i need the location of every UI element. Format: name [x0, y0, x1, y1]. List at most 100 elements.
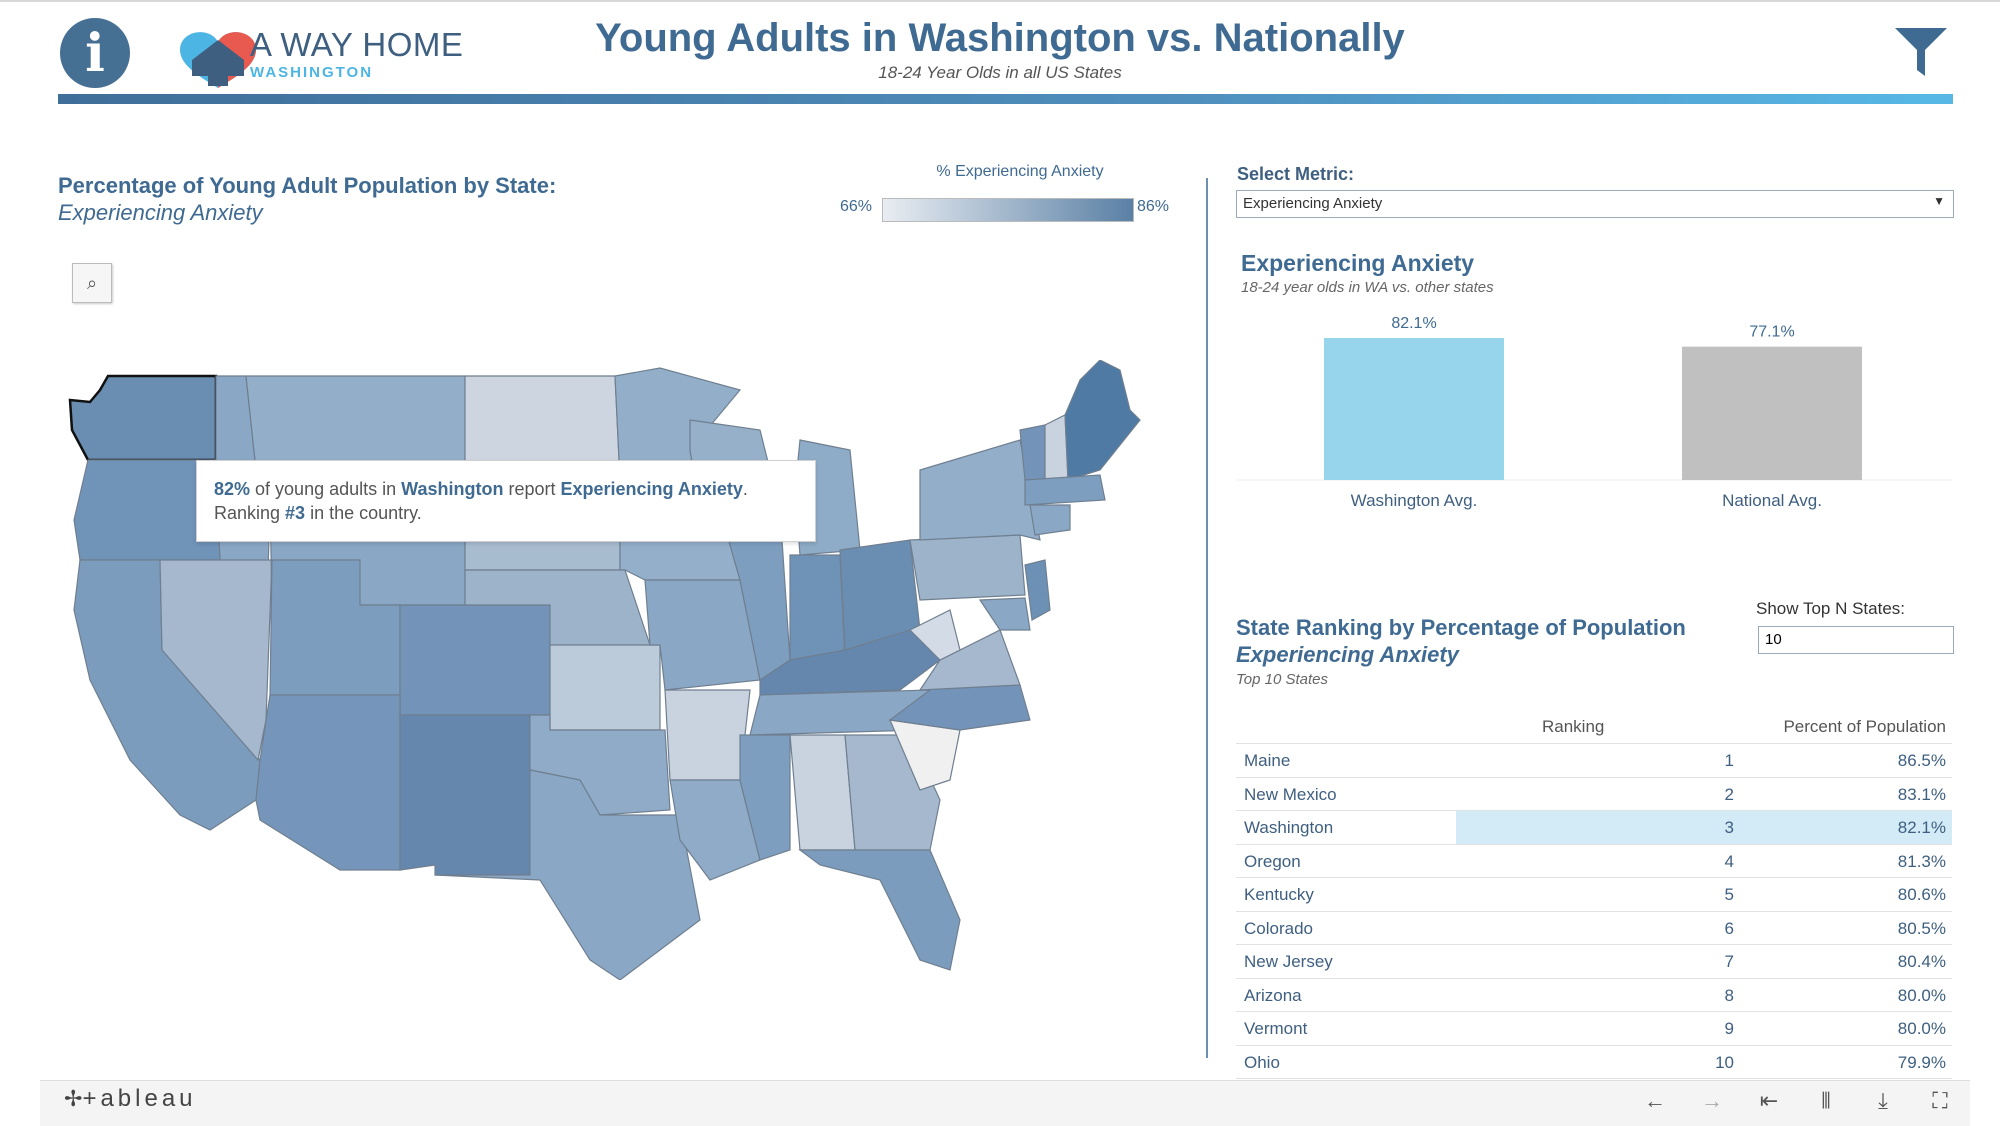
column-header-percent: Percent of Population [1783, 717, 1946, 736]
ranking-rows: Maine 1 86.5% New Mexico 2 83.1% Washington 3 82… [1236, 743, 1952, 1079]
fullscreen-icon[interactable]: ⛶ [1932, 1088, 1948, 1113]
tooltip-text3: . [742, 479, 748, 499]
state-florida[interactable] [798, 849, 961, 971]
comparison-title: Experiencing Anxiety [1241, 250, 1475, 276]
tooltip-text2: report [503, 479, 561, 499]
tableau-toolbar [40, 1080, 1970, 1126]
bar-0[interactable] [1324, 338, 1504, 480]
state-nevada[interactable] [159, 559, 273, 762]
percent-cell: 80.0% [1897, 985, 1946, 1005]
state-connecticut[interactable] [1029, 504, 1071, 536]
state-cell: Colorado [1244, 918, 1313, 938]
state-cell: Vermont [1244, 1019, 1308, 1038]
tooltip-rank: #3 [285, 503, 306, 523]
map-search-button[interactable]: ⌕ [72, 263, 112, 303]
table-row[interactable]: New Jersey 7 80.4% [1236, 944, 1952, 978]
table-row[interactable]: New Mexico 2 83.1% [1236, 776, 1952, 811]
share-icon[interactable]: ⫴ [1821, 1088, 1831, 1113]
a-way-home-logo [180, 32, 256, 88]
state-massachusetts[interactable] [1024, 474, 1106, 506]
comparison-subtitle: 18-24 year olds in WA vs. other states [1241, 279, 1494, 296]
rank-cell: 10 [1715, 1052, 1734, 1072]
table-row[interactable]: Kentucky 5 80.6% [1236, 877, 1952, 911]
state-new-york[interactable] [919, 439, 1041, 541]
state-cell: Oregon [1244, 851, 1301, 871]
state-pennsylvania[interactable] [909, 534, 1026, 601]
rank-cell: 9 [1724, 1019, 1734, 1038]
bar-category-label: National Avg. [1722, 491, 1822, 510]
state-maine[interactable] [1064, 360, 1141, 481]
header-divider-bar [58, 94, 1953, 104]
rank-cell: 2 [1724, 784, 1734, 804]
state-mississippi[interactable] [739, 734, 791, 861]
state-new-hampshire[interactable] [1044, 414, 1069, 481]
state-virginia[interactable] [918, 629, 1021, 691]
state-arizona[interactable] [255, 694, 401, 871]
percent-cell: 80.4% [1897, 952, 1946, 971]
undo-icon[interactable]: ← [1644, 1088, 1666, 1113]
redo-icon[interactable]: → [1701, 1088, 1723, 1113]
legend-gradient-bar [882, 198, 1134, 222]
rank-cell: 6 [1724, 918, 1734, 938]
logo-subtext: WASHINGTON [250, 64, 374, 81]
ranking-title: State Ranking by Percentage of Populatio… [1236, 615, 1686, 640]
percent-cell: 86.5% [1897, 751, 1946, 770]
state-new-jersey[interactable] [1024, 559, 1051, 621]
percent-cell: 79.9% [1897, 1052, 1946, 1072]
table-row[interactable]: Arizona 8 80.0% [1236, 977, 1952, 1012]
funnel-filter-icon[interactable] [1893, 26, 1949, 78]
state-washington[interactable] [68, 374, 218, 462]
select-metric-dropdown[interactable]: Experiencing Anxiety ▼ [1236, 190, 1954, 218]
state-west-virginia[interactable] [908, 609, 961, 661]
magnifier-icon: ⌕ [86, 272, 98, 293]
state-arkansas[interactable] [664, 689, 751, 781]
rank-cell: 7 [1724, 952, 1734, 971]
legend-min-label: 66% [840, 198, 873, 215]
ranking-metric: Experiencing Anxiety [1236, 642, 1459, 667]
table-row[interactable]: Washington 3 82.1% [1236, 810, 1952, 844]
bar-1[interactable] [1682, 346, 1862, 480]
state-texas[interactable] [434, 769, 701, 980]
download-icon[interactable]: ⤓ [1878, 1088, 1888, 1113]
top-n-label: Show Top N States: [1756, 599, 1905, 618]
chevron-down-icon: ▼ [1933, 194, 1945, 208]
state-alabama[interactable] [789, 734, 856, 851]
rank-cell: 4 [1724, 851, 1734, 871]
rank-cell: 3 [1724, 818, 1734, 837]
state-vermont[interactable] [1019, 424, 1046, 481]
tableau-cross-icon: ✢ [64, 1086, 83, 1111]
legend-max-label: 86% [1137, 198, 1170, 215]
table-bottom-border [1236, 1078, 1952, 1079]
state-indiana[interactable] [789, 554, 846, 661]
table-row[interactable]: Colorado 6 80.5% [1236, 910, 1952, 945]
select-metric-value: Experiencing Anxiety [1243, 195, 1383, 212]
percent-cell: 82.1% [1897, 818, 1946, 837]
table-row[interactable]: Maine 1 86.5% [1236, 743, 1952, 777]
top-border [0, 0, 2000, 2]
tableau-logo[interactable]: ✢+ableau [64, 1085, 197, 1113]
percent-cell: 80.6% [1897, 885, 1946, 904]
state-cell: Arizona [1244, 985, 1302, 1005]
top-n-input[interactable]: 10 [1758, 626, 1954, 654]
state-cell: Kentucky [1244, 885, 1314, 904]
rank-cell: 5 [1724, 885, 1734, 904]
bar-value-label: 77.1% [1749, 324, 1794, 341]
state-maryland[interactable] [978, 597, 1031, 631]
row-highlight [1456, 811, 1952, 844]
state-cell: Maine [1244, 751, 1291, 770]
state-louisiana[interactable] [669, 779, 761, 881]
us-states-choropleth-map[interactable] [60, 360, 1180, 980]
table-row[interactable]: Ohio 10 79.9% [1236, 1044, 1952, 1079]
ranking-subtitle: Top 10 States [1236, 671, 1329, 688]
state-colorado[interactable] [399, 604, 551, 716]
logo-text: A WAY HOME [250, 26, 464, 63]
map-title: Percentage of Young Adult Population by … [58, 173, 557, 198]
state-new-mexico[interactable] [399, 714, 531, 876]
table-row[interactable]: Vermont 9 80.0% [1236, 1011, 1952, 1045]
table-row[interactable]: Oregon 4 81.3% [1236, 843, 1952, 878]
state-cell: New Mexico [1244, 784, 1337, 804]
revert-icon[interactable]: ⇤ [1759, 1088, 1779, 1113]
percent-cell: 81.3% [1897, 851, 1946, 871]
state-kansas[interactable] [549, 644, 661, 731]
info-icon[interactable]: i [60, 18, 130, 88]
